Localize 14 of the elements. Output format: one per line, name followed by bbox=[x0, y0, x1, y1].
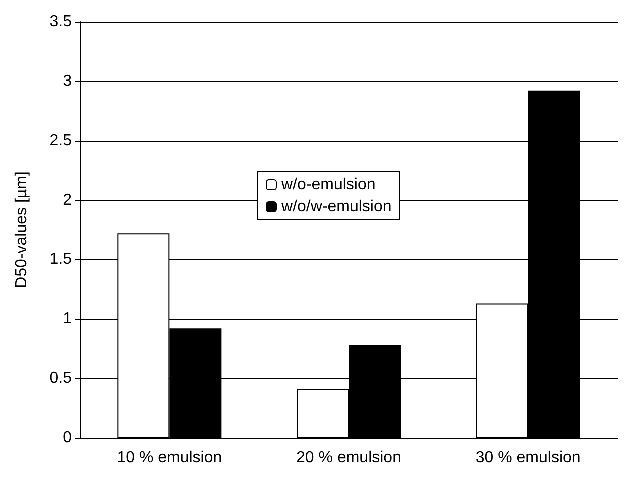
y-tick-label: 1.5 bbox=[50, 251, 72, 268]
y-tick-label: 3.5 bbox=[50, 14, 72, 30]
y-tick-label: 0.5 bbox=[50, 370, 72, 388]
y-tick-label: 2.5 bbox=[50, 132, 72, 150]
x-tick-label: 10 % emulsion bbox=[117, 450, 222, 466]
x-tick-label: 20 % emulsion bbox=[296, 450, 402, 466]
legend-label: w/o/w-emulsion bbox=[280, 198, 392, 216]
x-tick-label: 30 % emulsion bbox=[476, 450, 581, 466]
y-tick-label: 3 bbox=[63, 72, 72, 90]
y-axis-title: D50-values [µm] bbox=[14, 172, 30, 288]
legend-label: w/o-emulsion bbox=[280, 176, 376, 194]
y-tick-label: 2 bbox=[63, 192, 72, 209]
y-tick-label: 1 bbox=[63, 310, 72, 328]
y-tick-label: 0 bbox=[63, 430, 72, 446]
